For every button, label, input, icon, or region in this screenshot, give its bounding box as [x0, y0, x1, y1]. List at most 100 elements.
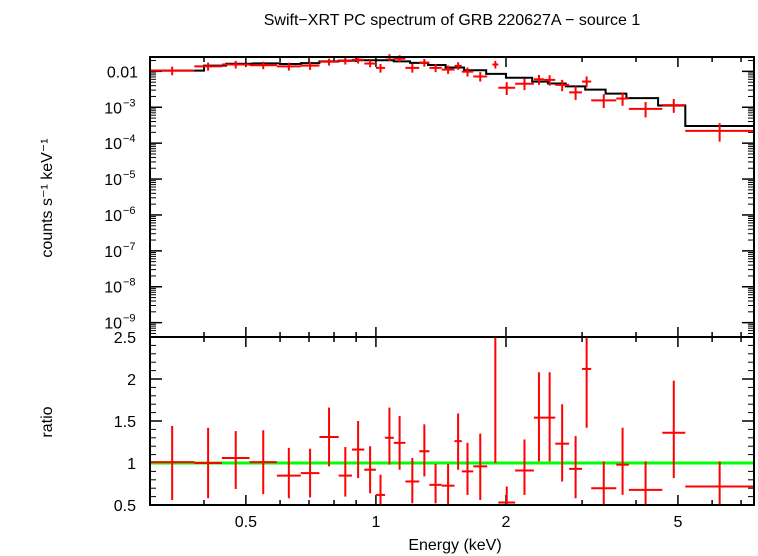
ratio-point [249, 430, 277, 495]
y-tick-exponent: −3 [123, 97, 136, 109]
spectrum-axis-ticks [149, 57, 754, 338]
model-step-series [150, 59, 754, 127]
y-tick-exponent: −4 [123, 133, 136, 145]
ratio-point [405, 457, 420, 504]
model-step-line [150, 59, 754, 127]
x-axis-label: Energy (keV) [408, 537, 501, 554]
ratio-point [555, 404, 570, 482]
data-errorbar-series [150, 54, 754, 142]
ratio-point [150, 426, 195, 500]
y-tick-label: 10 [104, 172, 122, 189]
y-tick-label: 10 [104, 316, 122, 333]
data-point [419, 59, 430, 67]
ratio-point [429, 463, 442, 504]
ratio-y-axis-label: ratio [39, 406, 56, 437]
ratio-point [473, 433, 488, 500]
spectrum-panel-frame [149, 56, 755, 338]
ratio-point [351, 421, 365, 479]
ratio-y-tick-labels: 0.5 1 1.5 2 2.5 [114, 330, 136, 515]
data-point [616, 92, 629, 106]
y-tick-label: 10 [104, 208, 122, 225]
y-tick-exponent: −8 [123, 277, 136, 289]
ratio-tick-label: 1.5 [114, 414, 136, 431]
ratio-point [616, 427, 629, 495]
data-point [454, 62, 462, 70]
y-tick-exponent: −7 [123, 241, 136, 253]
data-point [498, 82, 516, 95]
ratio-tick-label: 2.5 [114, 330, 136, 347]
data-point [319, 58, 339, 66]
ratio-point [662, 380, 686, 479]
x-tick-labels: 0.5 1 2 5 [235, 514, 683, 531]
ratio-point [685, 461, 754, 505]
ratio-point [533, 372, 545, 462]
data-point [544, 75, 556, 86]
data-point [300, 61, 320, 70]
ratio-point [276, 447, 301, 499]
data-point [429, 64, 442, 73]
data-point [405, 64, 420, 73]
ratio-tick-label: 1 [127, 456, 136, 473]
ratio-point [628, 461, 663, 505]
data-point [555, 79, 570, 92]
ratio-point [441, 463, 455, 505]
data-point [628, 102, 663, 118]
x-tick-label: 1 [371, 514, 380, 531]
y-tick-exponent: −6 [123, 205, 136, 217]
ratio-point [338, 447, 352, 497]
y-tick-label: 10 [104, 280, 122, 297]
ratio-errorbar-series [150, 336, 754, 505]
ratio-point [300, 448, 320, 498]
y-tick-label: 10 [104, 100, 122, 117]
ratio-point [591, 461, 617, 505]
ratio-axis-ticks [149, 336, 754, 506]
data-point [473, 72, 488, 82]
y-tick-exponent: −9 [123, 313, 136, 325]
ratio-point [454, 413, 462, 470]
ratio-point [393, 415, 406, 470]
data-point [441, 65, 455, 74]
data-point [461, 67, 474, 77]
ratio-point [461, 442, 474, 495]
y-tick-label: 10 [104, 136, 122, 153]
ratio-point [419, 424, 430, 477]
ratio-point [194, 427, 222, 499]
ratio-point [498, 486, 516, 505]
ratio-tick-label: 2 [127, 372, 136, 389]
data-point [582, 76, 592, 88]
y-tick-label: 10 [104, 244, 122, 261]
x-tick-label: 0.5 [235, 514, 257, 531]
data-point [375, 64, 386, 73]
data-point [364, 60, 376, 68]
ratio-point [375, 474, 386, 505]
data-point [492, 60, 499, 69]
data-point [533, 74, 545, 85]
data-point [338, 57, 352, 65]
x-tick-label: 5 [673, 514, 682, 531]
ratio-point [582, 337, 592, 428]
data-point [221, 60, 250, 69]
data-point [685, 123, 754, 142]
data-point [276, 62, 301, 71]
data-point [150, 66, 195, 76]
data-point [249, 61, 277, 70]
ratio-point [221, 431, 250, 490]
data-point [591, 94, 617, 109]
spectrum-y-axis-label: counts s⁻¹ keV⁻¹ [39, 138, 56, 257]
x-tick-label: 2 [502, 514, 511, 531]
ratio-tick-label: 0.5 [114, 498, 136, 515]
data-point [515, 78, 534, 91]
ratio-point [492, 336, 499, 463]
ratio-point [544, 372, 556, 462]
ratio-panel-frame [149, 336, 755, 506]
ratio-point [569, 436, 583, 499]
data-point [194, 62, 222, 71]
chart-title: Swift−XRT PC spectrum of GRB 220627A − s… [264, 12, 641, 29]
y-tick-exponent: −5 [123, 169, 136, 181]
ratio-point [515, 439, 534, 495]
data-point [569, 86, 583, 100]
ratio-point [319, 407, 339, 467]
y-tick-label: 0.01 [107, 64, 138, 81]
